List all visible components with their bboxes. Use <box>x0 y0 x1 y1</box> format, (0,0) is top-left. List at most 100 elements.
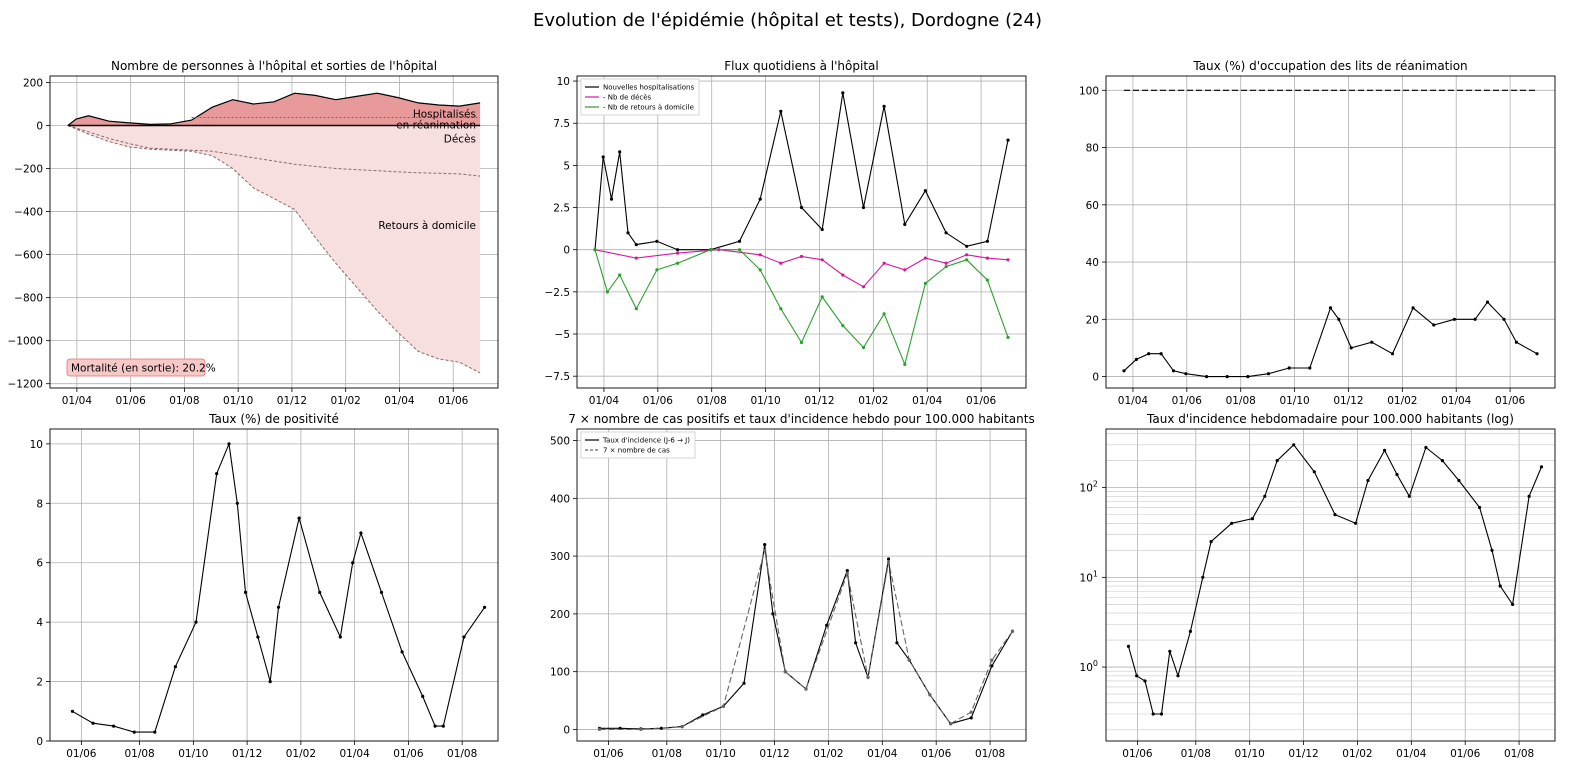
data-point <box>1485 300 1490 304</box>
data-point <box>1490 548 1494 552</box>
data-point <box>845 571 849 576</box>
data-point <box>618 150 622 154</box>
data-point <box>243 590 248 595</box>
legend-label: - Nb de retours à domicile <box>603 104 694 112</box>
y-tick-label: 80 <box>1086 143 1099 155</box>
data-point <box>985 256 990 260</box>
data-point <box>1171 369 1176 373</box>
data-point <box>1424 445 1428 450</box>
data-point <box>887 560 891 564</box>
series-group <box>1122 300 1539 379</box>
data-point <box>70 709 74 713</box>
data-point <box>462 635 466 639</box>
data-point <box>985 278 990 282</box>
x-tick-label: 01/02 <box>331 395 361 407</box>
data-point <box>655 268 659 272</box>
series-line-hospitalises <box>67 92 481 126</box>
x-tick-label: 01/06 <box>1450 748 1481 760</box>
data-point <box>655 239 659 243</box>
data-point <box>969 716 973 720</box>
y-tick-label: 8 <box>36 498 43 510</box>
data-point <box>779 261 783 265</box>
data-point <box>1188 629 1192 634</box>
y-tick-label: −1200 <box>7 379 43 391</box>
y-tick-label: 0 <box>36 120 43 132</box>
data-point <box>965 244 969 248</box>
data-point <box>882 104 886 108</box>
x-tick-label: 01/08 <box>124 748 154 760</box>
y-tick-label: −1000 <box>7 336 43 348</box>
data-point <box>276 605 281 609</box>
data-point <box>676 251 680 255</box>
data-point <box>923 256 928 260</box>
data-point <box>441 724 445 728</box>
y-tick-label: 10 <box>557 76 570 88</box>
data-point <box>1263 494 1267 498</box>
data-point <box>1225 375 1229 379</box>
x-tick-label: 01/06 <box>1495 395 1526 407</box>
data-point <box>400 650 404 654</box>
data-point <box>659 726 664 730</box>
data-point <box>907 658 911 662</box>
y-tick-label: 102 <box>1080 480 1098 495</box>
y-tick-label: −800 <box>14 293 43 305</box>
x-tick-label: 01/10 <box>750 395 780 407</box>
data-point <box>965 258 969 262</box>
data-point <box>965 253 969 257</box>
x-tick-label: 01/10 <box>223 395 253 407</box>
data-point <box>676 261 680 265</box>
data-point <box>1349 346 1353 350</box>
data-point <box>1250 517 1254 521</box>
data-point <box>990 664 994 668</box>
data-point <box>601 155 605 159</box>
data-point <box>297 516 301 520</box>
data-point <box>1478 505 1482 510</box>
x-tick-label: 01/06 <box>66 748 97 760</box>
data-point <box>923 281 928 285</box>
series-line <box>72 441 486 733</box>
data-point <box>709 248 713 252</box>
data-point <box>1006 138 1010 142</box>
y-tick-label: 0 <box>563 245 570 257</box>
data-point <box>680 725 684 729</box>
y-tick-label: 300 <box>550 551 570 563</box>
axes-frame <box>576 428 1027 742</box>
legend-box <box>580 431 696 459</box>
legend-box <box>580 78 700 116</box>
data-point <box>949 722 953 726</box>
data-point <box>1006 258 1010 262</box>
data-point <box>1354 521 1358 525</box>
y-tick-label: 20 <box>1086 314 1099 326</box>
data-point <box>1328 306 1333 310</box>
y-tick-label: −5 <box>555 329 570 341</box>
x-tick-label: 01/02 <box>1342 748 1372 760</box>
data-point <box>112 724 116 728</box>
subplot-title: 7 × nombre de cas positifs et taux d'inc… <box>568 412 1034 426</box>
y-tick-label: 5 <box>563 160 570 172</box>
y-tick-label: 101 <box>1080 569 1098 584</box>
y-tick-label: −200 <box>14 164 43 176</box>
data-point <box>1006 335 1010 339</box>
data-point <box>634 256 638 260</box>
data-point <box>421 694 425 699</box>
data-point <box>634 307 638 311</box>
series-group <box>593 248 1010 289</box>
data-point <box>618 273 622 277</box>
data-point <box>820 227 824 232</box>
data-point <box>779 307 783 311</box>
y-tick-label: 2.5 <box>553 203 570 215</box>
series-line-retours <box>67 125 481 374</box>
data-point <box>944 265 948 269</box>
series-group <box>597 548 1015 732</box>
data-point <box>903 362 907 366</box>
data-point <box>944 261 948 265</box>
x-tick-label: 01/08 <box>447 748 477 760</box>
data-point <box>1527 494 1531 498</box>
x-tick-label: 01/12 <box>759 748 789 760</box>
data-point <box>845 569 849 573</box>
data-point <box>841 273 845 277</box>
series-line-deces <box>67 125 481 177</box>
series-line <box>1127 443 1543 715</box>
data-point <box>1266 372 1271 376</box>
data-point <box>841 324 845 328</box>
